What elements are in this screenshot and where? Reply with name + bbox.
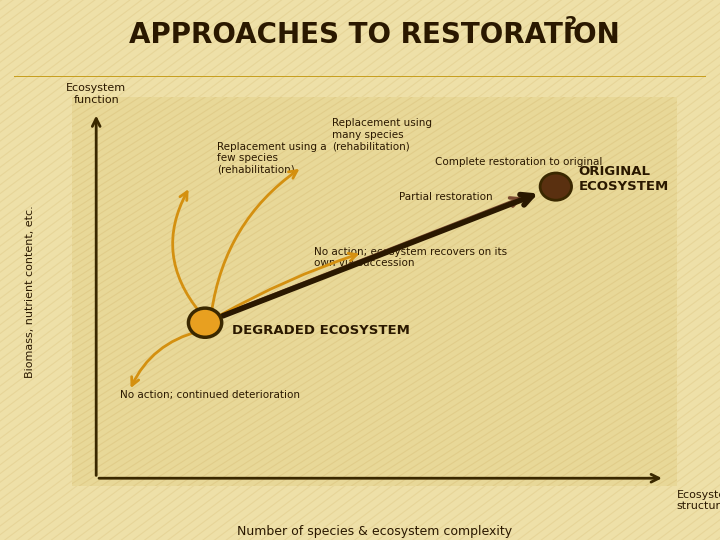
- Text: ORIGINAL
ECOSYSTEM: ORIGINAL ECOSYSTEM: [579, 165, 669, 193]
- Text: Ecosystem
function: Ecosystem function: [66, 83, 126, 105]
- Ellipse shape: [189, 308, 222, 338]
- Text: APPROACHES TO RESTORATION: APPROACHES TO RESTORATION: [129, 21, 620, 49]
- Text: Partial restoration: Partial restoration: [399, 192, 492, 202]
- Text: No action; ecosystem recovers on its
own via succession: No action; ecosystem recovers on its own…: [314, 247, 507, 268]
- Text: Ecosystem
structure: Ecosystem structure: [677, 490, 720, 511]
- Text: Replacement using
many species
(rehabilitation): Replacement using many species (rehabili…: [332, 118, 432, 152]
- Text: DEGRADED ECOSYSTEM: DEGRADED ECOSYSTEM: [233, 324, 410, 337]
- Ellipse shape: [540, 173, 572, 200]
- Text: Number of species & ecosystem complexity: Number of species & ecosystem complexity: [237, 525, 512, 538]
- Text: Complete restoration to original: Complete restoration to original: [435, 157, 602, 167]
- Text: No action; continued deterioration: No action; continued deterioration: [120, 390, 300, 401]
- Text: 2: 2: [564, 15, 577, 33]
- Text: Biomass, nutrient content, etc.: Biomass, nutrient content, etc.: [24, 205, 35, 378]
- Text: Replacement using a
few species
(rehabilitation): Replacement using a few species (rehabil…: [217, 142, 327, 175]
